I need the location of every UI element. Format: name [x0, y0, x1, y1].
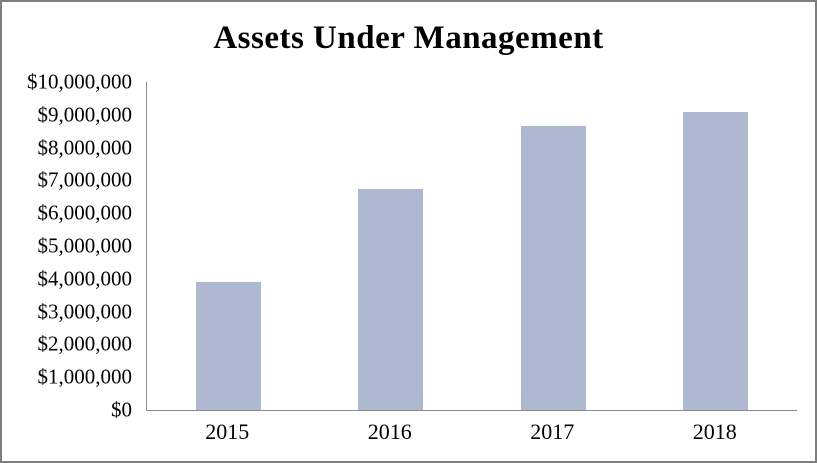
x-tick-label-2016: 2016 — [367, 419, 412, 444]
y-tick-label: $10,000,000 — [27, 69, 132, 94]
y-tick-label: $5,000,000 — [37, 233, 133, 258]
y-tick-label: $8,000,000 — [37, 135, 133, 160]
x-tick-label-2017: 2017 — [530, 419, 575, 444]
x-tick-label-2015: 2015 — [205, 419, 250, 444]
x-tick-label-2018: 2018 — [692, 419, 737, 444]
y-tick-label: $6,000,000 — [37, 200, 133, 225]
y-tick-label: $2,000,000 — [37, 331, 133, 356]
bar-2017 — [520, 126, 586, 410]
bar-2018 — [683, 112, 749, 410]
plot-area — [146, 82, 797, 411]
y-tick-label: $1,000,000 — [37, 364, 133, 389]
x-axis: 2015 2016 2017 2018 — [146, 421, 796, 451]
y-tick-label: $9,000,000 — [37, 102, 133, 127]
y-tick-label: $0 — [111, 397, 132, 422]
chart-title: Assets Under Management — [213, 20, 604, 56]
bar-2015 — [195, 282, 261, 410]
y-tick-label: $4,000,000 — [37, 266, 133, 291]
y-axis: $0 $1,000,000 $2,000,000 $3,000,000 $4,000,0… — [2, 71, 133, 420]
bar-2016 — [358, 189, 424, 410]
y-tick-label: $3,000,000 — [37, 299, 133, 324]
y-tick-label: $7,000,000 — [37, 167, 133, 192]
